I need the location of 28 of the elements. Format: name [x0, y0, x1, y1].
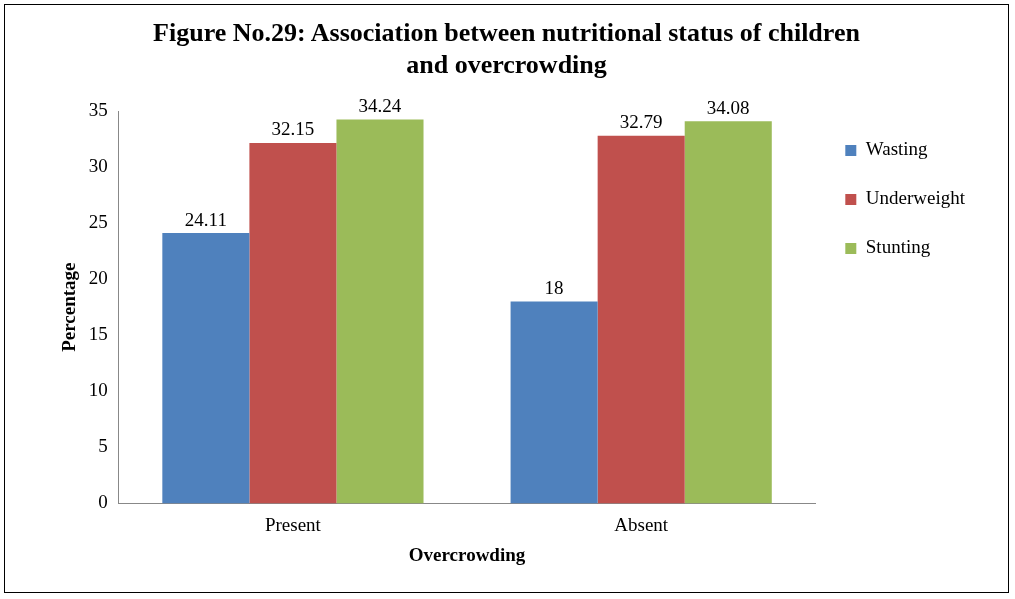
bar [510, 301, 598, 504]
data-label: 32.79 [619, 111, 663, 133]
legend-label: Wasting [865, 138, 929, 160]
x-axis-title: Overcrowding [408, 543, 526, 565]
bar [597, 135, 685, 504]
data-label: 24.11 [184, 208, 227, 230]
data-label: 18 [544, 277, 564, 299]
bar [336, 119, 424, 504]
bar [162, 233, 250, 504]
y-tick-label: 35 [88, 98, 108, 120]
bar [684, 121, 772, 504]
y-tick-label: 0 [98, 491, 108, 513]
data-label: 34.24 [358, 95, 402, 117]
y-axis-title: Percentage [58, 262, 80, 352]
bar [249, 142, 337, 504]
legend-label: Stunting [865, 236, 931, 258]
data-label: 32.15 [271, 118, 315, 140]
y-tick-label: 10 [88, 379, 108, 401]
data-label: 34.08 [706, 96, 750, 118]
y-tick-label: 25 [88, 211, 108, 233]
legend-label: Underweight [865, 187, 966, 209]
y-tick-label: 15 [88, 323, 108, 345]
chart-title: Figure No.29: Association between nutritional status of children and overcrowding [152, 17, 861, 81]
y-tick-label: 5 [98, 435, 108, 457]
y-tick-label: 20 [88, 267, 108, 289]
x-tick-label: Present [264, 513, 322, 535]
y-tick-label: 30 [88, 155, 108, 177]
x-tick-label: Absent [614, 513, 669, 535]
